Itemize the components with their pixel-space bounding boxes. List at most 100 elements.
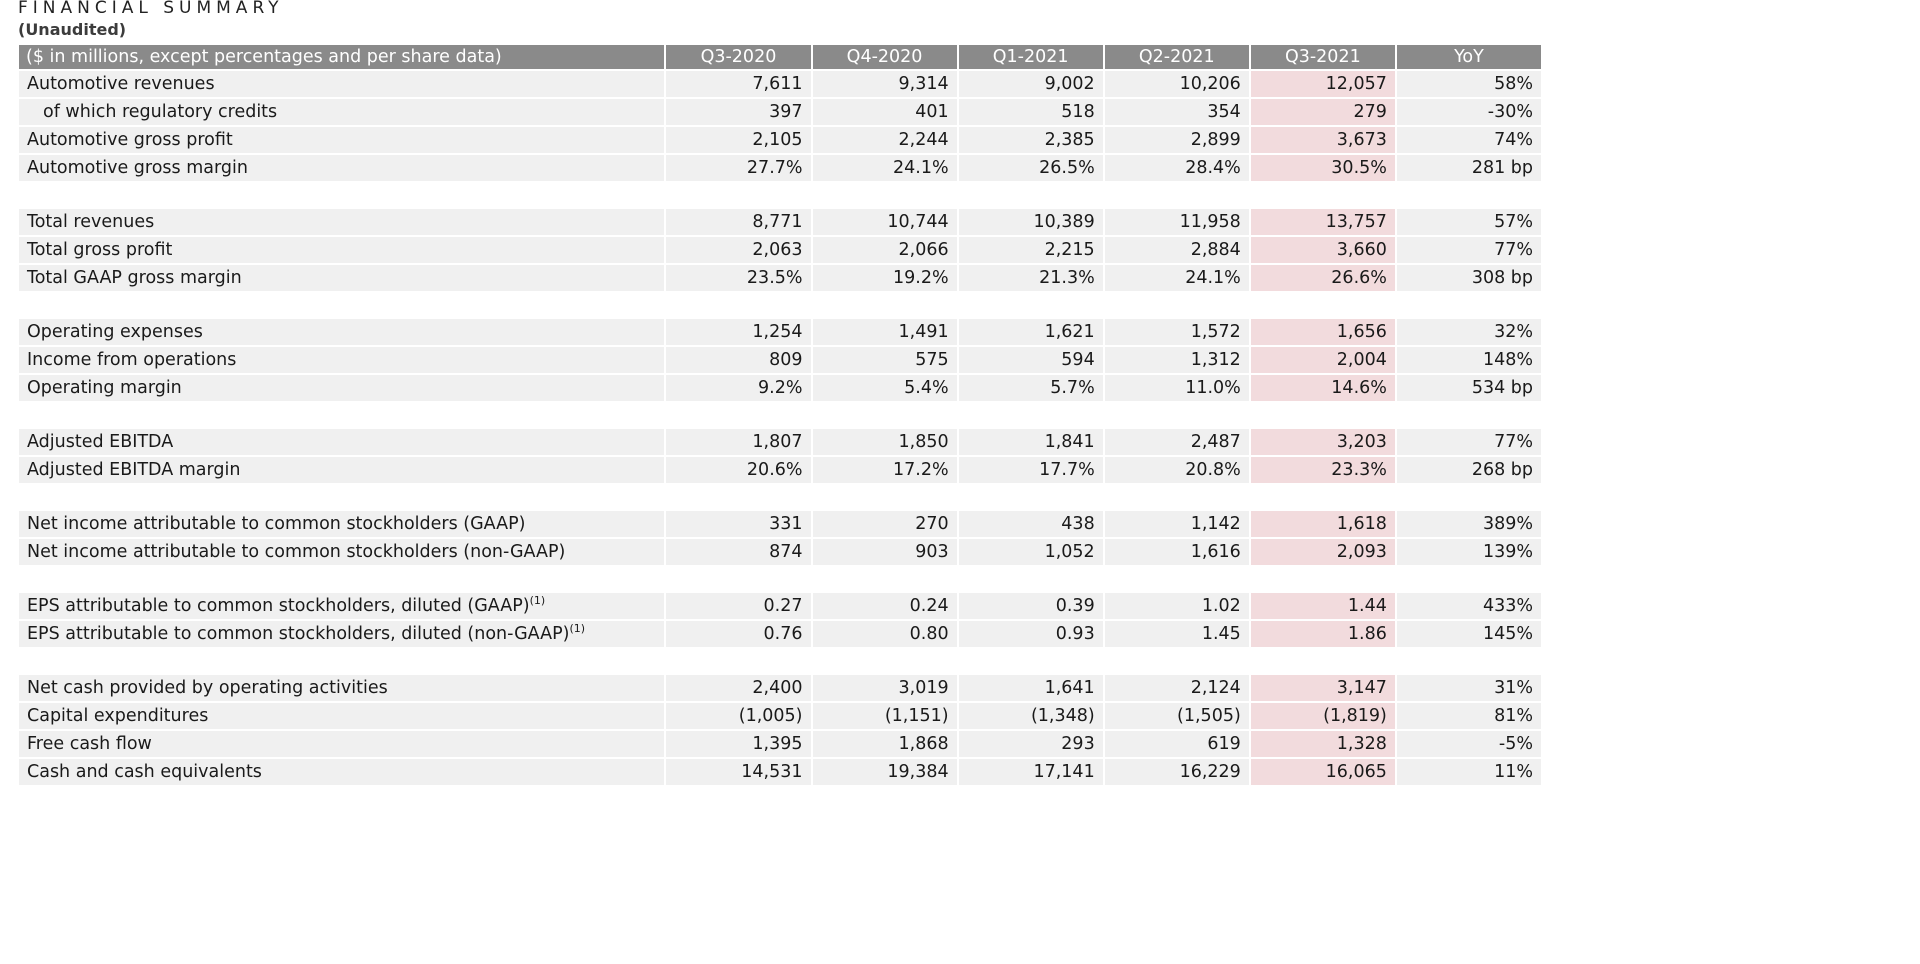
row-label: Total GAAP gross margin — [19, 265, 665, 291]
cell-q1-2021: 2,385 — [958, 127, 1103, 153]
table-row: Net income attributable to common stockh… — [19, 539, 1541, 565]
cell-q4-2020: 903 — [812, 539, 957, 565]
row-label: Operating margin — [19, 375, 665, 401]
row-label: Adjusted EBITDA — [19, 429, 665, 455]
cell-q3-2020: 7,611 — [666, 71, 811, 97]
page-subtitle: (Unaudited) — [18, 20, 127, 39]
cell-q2-2021: 1.45 — [1104, 621, 1249, 647]
cell-q3-2020: 9.2% — [666, 375, 811, 401]
cell-q3-2020: 2,063 — [666, 237, 811, 263]
table-row: Net cash provided by operating activitie… — [19, 675, 1541, 701]
cell-q4-2020: 1,868 — [812, 731, 957, 757]
cell-q3-2020: (1,005) — [666, 703, 811, 729]
cell-q3-2021: 26.6% — [1250, 265, 1395, 291]
cell-q3-2021: 3,673 — [1250, 127, 1395, 153]
cell-q3-2020: 2,105 — [666, 127, 811, 153]
row-label-text: Adjusted EBITDA margin — [27, 460, 241, 480]
cell-q4-2020: 17.2% — [812, 457, 957, 483]
cell-q3-2021: 1.44 — [1250, 593, 1395, 619]
row-label-text: Cash and cash equivalents — [27, 762, 262, 782]
cell-q1-2021: 26.5% — [958, 155, 1103, 181]
row-label: EPS attributable to common stockholders,… — [19, 621, 665, 647]
row-label-text: Adjusted EBITDA — [27, 432, 174, 452]
cell-yoy: 32% — [1396, 319, 1541, 345]
row-label-text: Income from operations — [27, 350, 237, 370]
cell-q4-2020: 1,491 — [812, 319, 957, 345]
cell-yoy: 268 bp — [1396, 457, 1541, 483]
cell-q3-2020: 23.5% — [666, 265, 811, 291]
header-q4-2020: Q4-2020 — [812, 45, 957, 69]
cell-q4-2020: 3,019 — [812, 675, 957, 701]
cell-q3-2021: 3,660 — [1250, 237, 1395, 263]
row-label: Automotive gross margin — [19, 155, 665, 181]
table-row: Adjusted EBITDA margin 20.6% 17.2% 17.7% 20.… — [19, 457, 1541, 483]
cell-q1-2021: 21.3% — [958, 265, 1103, 291]
table-row: Automotive gross margin 27.7% 24.1% 26.5% 28… — [19, 155, 1541, 181]
spacer-cell — [19, 649, 1541, 673]
cell-q1-2021: 5.7% — [958, 375, 1103, 401]
page-title: FINANCIAL SUMMARY — [18, 0, 284, 18]
cell-q4-2020: (1,151) — [812, 703, 957, 729]
cell-q4-2020: 1,850 — [812, 429, 957, 455]
table-row: Capital expenditures (1,005) (1,151) (1,348… — [19, 703, 1541, 729]
row-label-text: Total gross profit — [27, 240, 173, 260]
cell-q3-2020: 0.27 — [666, 593, 811, 619]
cell-q2-2021: 10,206 — [1104, 71, 1249, 97]
row-label-text: Automotive gross margin — [27, 158, 248, 178]
cell-q3-2021: 13,757 — [1250, 209, 1395, 235]
cell-yoy: 281 bp — [1396, 155, 1541, 181]
cell-q1-2021: 1,841 — [958, 429, 1103, 455]
table-row: Operating expenses 1,254 1,491 1,621 1,572 1,… — [19, 319, 1541, 345]
cell-q1-2021: 17.7% — [958, 457, 1103, 483]
table-row: Automotive gross profit 2,105 2,244 2,385 2,… — [19, 127, 1541, 153]
table-row: EPS attributable to common stockholders,… — [19, 621, 1541, 647]
cell-q2-2021: 1,312 — [1104, 347, 1249, 373]
header-q3-2021: Q3-2021 — [1250, 45, 1395, 69]
cell-q1-2021: 438 — [958, 511, 1103, 537]
cell-q3-2021: 2,093 — [1250, 539, 1395, 565]
cell-q3-2020: 0.76 — [666, 621, 811, 647]
cell-yoy: -5% — [1396, 731, 1541, 757]
cell-q3-2021: 279 — [1250, 99, 1395, 125]
cell-q1-2021: 518 — [958, 99, 1103, 125]
header-yoy: YoY — [1396, 45, 1541, 69]
cell-q3-2020: 397 — [666, 99, 811, 125]
row-label-text: EPS attributable to common stockholders,… — [27, 596, 530, 616]
cell-q1-2021: 594 — [958, 347, 1103, 373]
cell-yoy: 77% — [1396, 237, 1541, 263]
table-row: EPS attributable to common stockholders,… — [19, 593, 1541, 619]
cell-q3-2021: 23.3% — [1250, 457, 1395, 483]
table-row: Cash and cash equivalents 14,531 19,384 17,… — [19, 759, 1541, 785]
table-row: Income from operations 809 575 594 1,312 2,00… — [19, 347, 1541, 373]
cell-q3-2021: (1,819) — [1250, 703, 1395, 729]
row-label: Operating expenses — [19, 319, 665, 345]
cell-q4-2020: 5.4% — [812, 375, 957, 401]
row-label-text: EPS attributable to common stockholders,… — [27, 624, 570, 644]
row-label-text: Capital expenditures — [27, 706, 209, 726]
cell-q3-2021: 1,618 — [1250, 511, 1395, 537]
cell-yoy: -30% — [1396, 99, 1541, 125]
cell-q2-2021: 1,142 — [1104, 511, 1249, 537]
cell-q2-2021: 1,616 — [1104, 539, 1249, 565]
cell-q2-2021: 11,958 — [1104, 209, 1249, 235]
cell-q4-2020: 24.1% — [812, 155, 957, 181]
row-label: Income from operations — [19, 347, 665, 373]
cell-q2-2021: 354 — [1104, 99, 1249, 125]
row-label-text: Automotive revenues — [27, 74, 215, 94]
table-header: ($ in millions, except percentages and p… — [19, 45, 1541, 69]
cell-q3-2020: 20.6% — [666, 457, 811, 483]
cell-q4-2020: 575 — [812, 347, 957, 373]
row-label-text: Free cash flow — [27, 734, 152, 754]
row-label-text: Net income attributable to common stockh… — [27, 514, 526, 534]
cell-q2-2021: 20.8% — [1104, 457, 1249, 483]
group-spacer — [19, 485, 1541, 509]
cell-q2-2021: 2,124 — [1104, 675, 1249, 701]
cell-q4-2020: 401 — [812, 99, 957, 125]
row-label-text: Total revenues — [27, 212, 155, 232]
cell-q1-2021: 2,215 — [958, 237, 1103, 263]
header-label: ($ in millions, except percentages and p… — [19, 45, 665, 69]
row-label-text: Total GAAP gross margin — [27, 268, 242, 288]
cell-q3-2021: 3,147 — [1250, 675, 1395, 701]
cell-q2-2021: 28.4% — [1104, 155, 1249, 181]
cell-q2-2021: 2,884 — [1104, 237, 1249, 263]
